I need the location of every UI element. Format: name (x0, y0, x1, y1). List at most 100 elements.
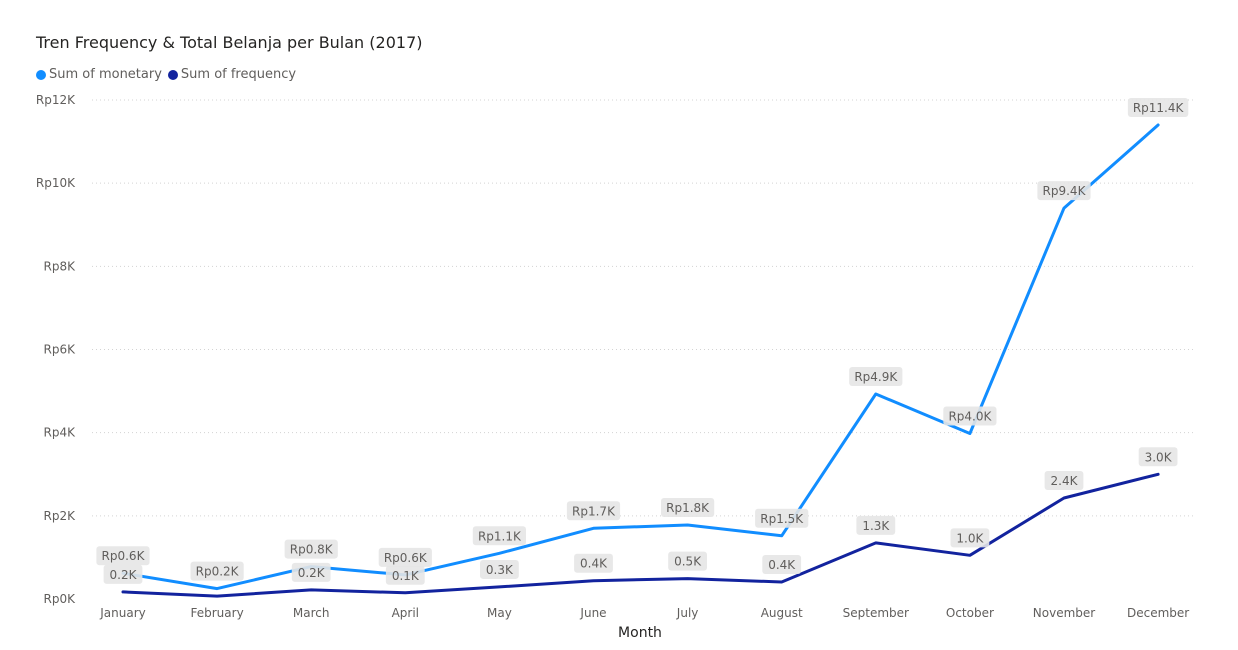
x-tick-label[interactable]: September (843, 606, 909, 620)
data-label-background (566, 501, 621, 521)
data-label-text: 0.4K (768, 558, 796, 572)
data-label-text: Rp9.4K (1043, 184, 1087, 198)
data-label-frequency: 0.4K (762, 554, 802, 574)
data-label-background (1138, 447, 1178, 467)
data-label-text: Rp4.0K (948, 409, 992, 423)
x-tick-label[interactable]: April (392, 606, 419, 620)
data-label-text: 0.5K (674, 555, 702, 569)
data-label-frequency: 1.0K (950, 528, 990, 548)
data-label-background (378, 547, 432, 567)
data-label-background (574, 553, 613, 573)
data-label-frequency: 0.5K (668, 551, 707, 571)
data-label-text: 3.0K (1145, 450, 1173, 464)
data-label-background (1127, 97, 1189, 117)
data-label-frequency: 0.4K (574, 553, 613, 573)
data-label-frequency: 0.3K (480, 559, 519, 579)
y-tick-label: Rp10K (36, 176, 76, 190)
x-tick-label[interactable]: June (579, 606, 606, 620)
data-label-monetary: Rp0.8K (284, 539, 338, 559)
y-tick-label: Rp8K (44, 259, 77, 273)
data-label-background (950, 528, 990, 548)
series-line-monetary[interactable] (121, 123, 1160, 591)
series-line-frequency[interactable] (121, 472, 1160, 598)
x-tick-label[interactable]: December (1127, 606, 1189, 620)
data-label-background (762, 554, 802, 574)
data-label-background (1044, 470, 1084, 490)
x-tick-label[interactable]: May (487, 606, 512, 620)
data-label-background (943, 406, 997, 426)
data-label-background (755, 508, 809, 528)
data-label-text: Rp1.7K (572, 504, 616, 518)
data-label-text: Rp1.8K (666, 501, 710, 515)
y-tick-label: Rp0K (44, 592, 77, 606)
data-label-background (668, 551, 707, 571)
data-label-frequency: 0.2K (103, 564, 143, 584)
data-label-monetary: Rp0.6K (378, 547, 432, 567)
x-tick-label[interactable]: October (946, 606, 994, 620)
legend-item-frequency[interactable]: Sum of frequency (167, 67, 297, 82)
x-tick-label[interactable]: March (293, 606, 330, 620)
data-label-background (103, 564, 143, 584)
data-label-frequency: 2.4K (1044, 470, 1084, 490)
data-label-background (480, 559, 519, 579)
data-label-text: Rp0.6K (384, 551, 428, 565)
data-label-monetary: Rp1.5K (755, 508, 809, 528)
data-label-monetary: Rp0.2K (190, 561, 244, 581)
x-tick-label[interactable]: November (1033, 606, 1095, 620)
data-label-text: Rp11.4K (1133, 101, 1185, 115)
legend-item-monetary[interactable]: Sum of monetary (36, 67, 162, 82)
data-label-text: Rp1.1K (478, 529, 522, 543)
y-tick-label: Rp2K (44, 509, 77, 523)
data-label-monetary: Rp9.4K (1037, 181, 1091, 201)
data-label-text: Rp0.6K (102, 549, 146, 563)
y-tick-label: Rp6K (44, 343, 77, 357)
data-label-text: Rp1.5K (760, 512, 804, 526)
data-label-frequency: 1.3K (856, 515, 896, 535)
data-label-text: 2.4K (1051, 474, 1079, 488)
y-tick-label: Rp4K (44, 426, 77, 440)
x-tick-label[interactable]: February (191, 606, 244, 620)
data-label-monetary: Rp1.1K (472, 526, 526, 546)
data-label-background (1037, 181, 1091, 201)
x-axis-title: Month (618, 625, 662, 641)
data-label-text: Rp0.2K (196, 565, 240, 579)
x-axis-ticks: January February March April May June July Augu… (99, 606, 1189, 620)
data-label-text: 0.1K (392, 569, 420, 583)
data-label-monetary: Rp1.7K (566, 501, 621, 521)
data-label-background (385, 565, 425, 585)
data-label-text: Rp0.8K (290, 543, 334, 557)
data-label-background (96, 546, 150, 566)
x-tick-label[interactable]: August (761, 606, 803, 620)
data-label-monetary: Rp1.8K (661, 497, 715, 517)
data-label-background (849, 366, 903, 386)
data-label-monetary: Rp4.0K (943, 406, 997, 426)
legend-label-frequency: Sum of frequency (180, 67, 297, 82)
x-tick-label[interactable]: July (676, 606, 699, 620)
legend-dot-frequency-icon (167, 69, 178, 80)
data-label-text: 0.4K (580, 557, 608, 571)
legend-dot-monetary-icon (36, 69, 46, 80)
data-label-background (472, 526, 526, 546)
data-label-text: Rp4.9K (854, 370, 898, 384)
gridlines (92, 99, 1195, 517)
data-label-background (190, 561, 244, 581)
data-label-background (661, 497, 715, 517)
data-label-text: 0.2K (298, 566, 326, 580)
x-tick-label[interactable]: January (99, 606, 146, 620)
y-axis-ticks: Rp0K Rp2K Rp4K Rp6K Rp8K Rp10K Rp12K (36, 93, 76, 606)
data-label-frequency: 3.0K (1138, 447, 1178, 467)
series-lines (121, 123, 1160, 598)
data-label-monetary: Rp0.6K (96, 546, 150, 566)
data-label-monetary: Rp4.9K (849, 366, 903, 386)
data-label-background (284, 539, 338, 559)
data-label-monetary: Rp11.4K (1127, 97, 1189, 117)
data-label-text: 1.0K (956, 531, 984, 545)
data-label-text: 0.3K (486, 563, 514, 577)
legend: Sum of monetary Sum of frequency (36, 67, 302, 82)
data-label-frequency: 0.2K (291, 562, 331, 582)
data-label-frequency: 0.1K (385, 565, 425, 585)
data-label-text: 1.3K (862, 519, 890, 533)
data-labels: Rp0.6K Rp0.2K Rp0.8K Rp0.6K Rp1.1K Rp1.7K Rp1.… (96, 97, 1189, 585)
data-label-text: 0.2K (110, 568, 138, 582)
